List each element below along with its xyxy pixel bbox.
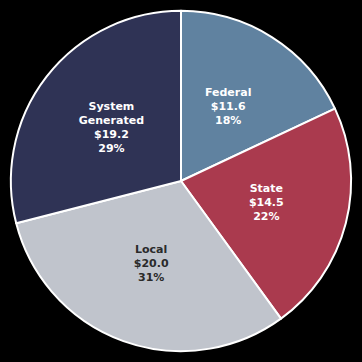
svg-text:$20.0: $20.0 bbox=[134, 257, 169, 270]
svg-text:Generated: Generated bbox=[79, 114, 144, 127]
svg-text:$14.5: $14.5 bbox=[249, 196, 284, 209]
svg-text:Federal: Federal bbox=[205, 86, 251, 99]
svg-text:31%: 31% bbox=[138, 271, 164, 284]
svg-text:$11.6: $11.6 bbox=[211, 100, 246, 113]
svg-text:System: System bbox=[88, 100, 134, 113]
svg-text:Local: Local bbox=[135, 243, 167, 256]
svg-text:$19.2: $19.2 bbox=[94, 128, 129, 141]
svg-text:18%: 18% bbox=[215, 114, 241, 127]
svg-text:29%: 29% bbox=[98, 142, 124, 155]
svg-text:22%: 22% bbox=[253, 210, 279, 223]
svg-text:State: State bbox=[250, 182, 283, 195]
